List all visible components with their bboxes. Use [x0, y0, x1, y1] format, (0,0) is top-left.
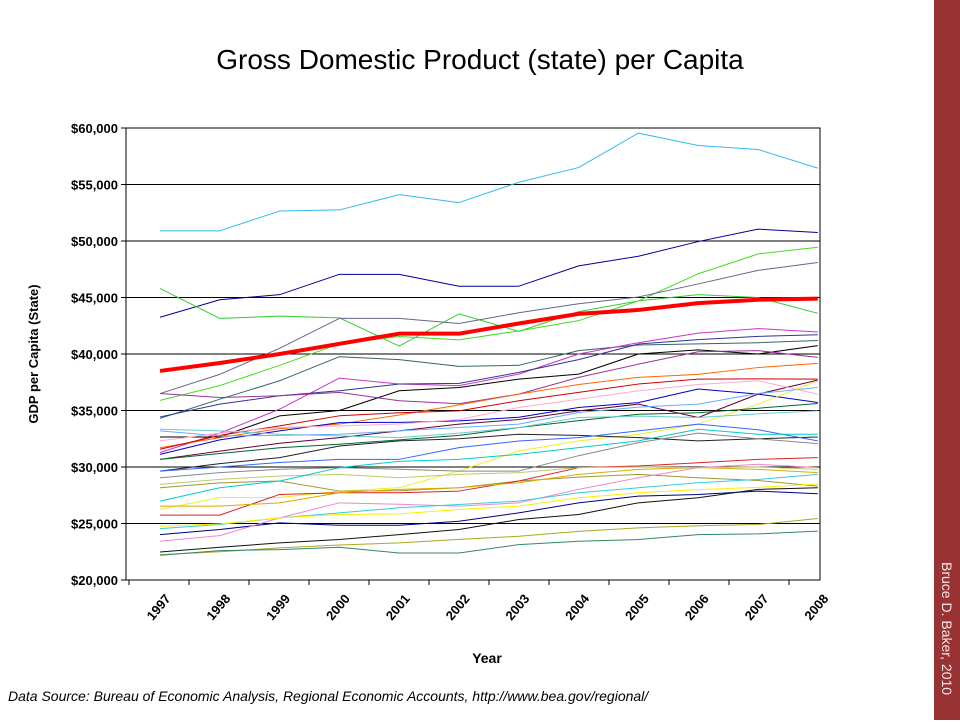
series-line-10	[159, 362, 818, 449]
series-line-33	[159, 380, 818, 442]
series-line-4	[159, 261, 818, 395]
series-line-32	[159, 386, 818, 437]
series-line-13	[159, 379, 818, 460]
author-credit: Bruce D. Baker, 2010	[939, 562, 955, 696]
y-tick-label: $55,000	[71, 178, 118, 193]
series-line-9	[159, 350, 818, 405]
y-tick-label: $60,000	[71, 121, 118, 136]
series-line-17	[159, 433, 818, 472]
series-line-19	[159, 432, 818, 479]
x-tick-label: 2007	[742, 591, 772, 623]
series-line-3	[159, 246, 818, 401]
series-line-25	[159, 530, 818, 556]
series-line-8	[160, 345, 818, 438]
series-line-30	[159, 466, 818, 485]
plot-frame	[125, 127, 821, 581]
series-line-2	[159, 288, 818, 347]
sidebar-band	[934, 0, 960, 720]
y-tick-label: $40,000	[71, 347, 118, 362]
series-line-28	[159, 483, 818, 527]
y-tick-label: $50,000	[71, 234, 118, 249]
series-line-23	[159, 487, 818, 553]
x-tick-label: 2003	[502, 591, 532, 623]
series-line-18	[159, 423, 818, 472]
series-line-24	[159, 518, 818, 556]
series-line-20	[159, 473, 818, 492]
x-axis-label: Year	[472, 650, 502, 666]
series-line-5	[159, 339, 818, 419]
gridlines	[126, 127, 820, 581]
y-axis-ticks: $20,000 $25,000 $30,000 $35,000 $40,000 $45,0…	[71, 121, 126, 588]
y-tick-label: $20,000	[71, 573, 118, 588]
x-tick-label: 1998	[203, 591, 233, 623]
data-source-note: Data Source: Bureau of Economic Analysis…	[8, 688, 649, 704]
x-tick-label: 1999	[263, 591, 293, 623]
series-line-12	[159, 388, 818, 455]
series-lines	[159, 132, 818, 556]
x-tick-label: 2006	[682, 591, 712, 623]
x-tick-label: 2004	[562, 591, 593, 623]
series-line-16	[159, 410, 818, 439]
x-tick-label: 2008	[801, 591, 831, 623]
series-line-11	[159, 378, 818, 450]
x-tick-label: 2000	[323, 591, 353, 623]
series-line-0	[160, 132, 818, 232]
x-tick-label: 2005	[622, 591, 652, 623]
series-line-31	[159, 428, 818, 502]
chart-title: Gross Domestic Product (state) per Capit…	[216, 44, 744, 75]
y-tick-label: $25,000	[71, 517, 118, 532]
x-tick-label: 1997	[144, 591, 174, 623]
x-axis-ticks: 1997 1998 1999 2000 2001 2002 2003 2004 2005 2006…	[128, 580, 831, 623]
x-tick-label: 2002	[443, 591, 473, 623]
y-tick-label: $45,000	[71, 291, 118, 306]
y-tick-label: $30,000	[71, 460, 118, 475]
series-line-15	[159, 402, 818, 460]
y-axis-label: GDP per Capita (State)	[26, 284, 41, 423]
series-line-22	[159, 490, 818, 536]
series-line-1	[159, 228, 818, 318]
y-tick-label: $35,000	[71, 404, 118, 419]
series-line-6	[159, 328, 818, 454]
series-line-21	[160, 457, 818, 516]
chart: $20,000 $25,000 $30,000 $35,000 $40,000 $45,0…	[26, 121, 831, 666]
x-tick-label: 2001	[383, 591, 413, 623]
series-line-7	[159, 334, 818, 418]
series-line-34	[159, 296, 818, 373]
